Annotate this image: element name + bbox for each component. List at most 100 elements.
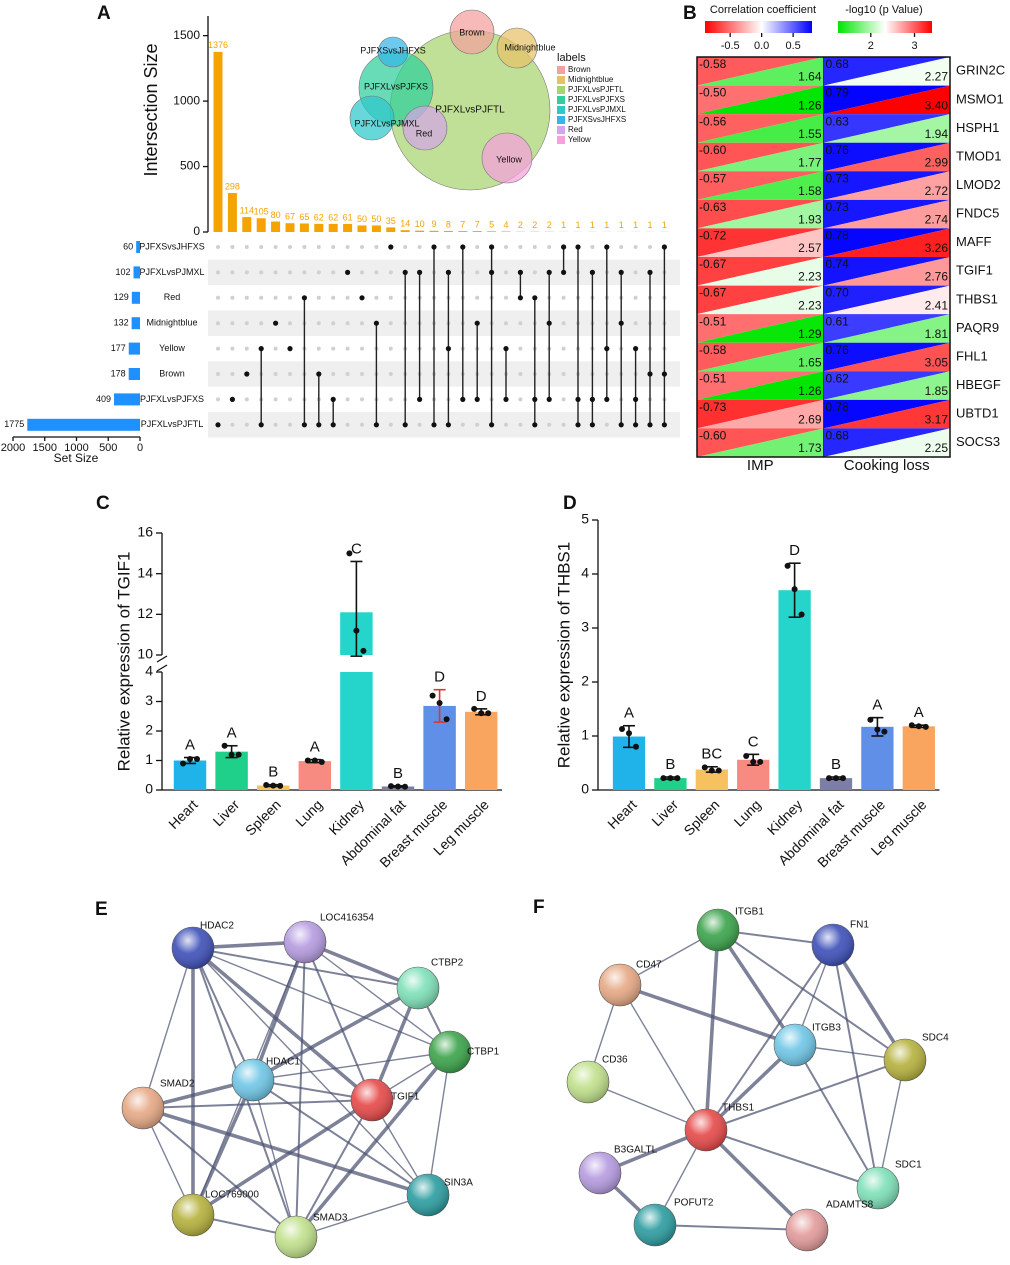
correlation-label: 0.68: [826, 429, 850, 443]
matrix-empty-dot: [561, 397, 566, 402]
matrix-empty-dot: [331, 270, 336, 275]
pvalue-label: 1.26: [798, 98, 822, 112]
bar-value-label: 1: [590, 220, 595, 230]
matrix-dot: [517, 269, 524, 275]
replicate-point: [881, 728, 888, 735]
matrix-empty-dot: [216, 372, 220, 376]
correlation-label: -0.58: [699, 57, 727, 71]
replicate-point: [221, 742, 228, 749]
bar: [256, 218, 266, 232]
matrix-empty-dot: [388, 346, 393, 351]
colorbar: [705, 21, 812, 33]
bar: [400, 230, 410, 232]
matrix-dot: [431, 422, 437, 428]
pvalue-cell: [823, 142, 950, 172]
legend-swatch: [557, 96, 565, 104]
edge: [619, 984, 707, 1131]
matrix-dot: [373, 320, 379, 326]
axis-break-mark: [156, 655, 168, 663]
venn-label: Midnightblue: [504, 42, 555, 52]
matrix-dot: [229, 396, 235, 402]
matrix-empty-dot: [331, 245, 336, 249]
y-tick-label: 3: [145, 692, 153, 708]
matrix-empty-dot: [374, 295, 379, 300]
matrix-dot: [417, 396, 423, 402]
pvalue-label: 2.72: [925, 184, 949, 198]
edge: [717, 929, 906, 1061]
y-tick-label: 2: [145, 722, 153, 738]
row-label: HSPH1: [956, 120, 999, 135]
matrix-empty-dot: [230, 321, 235, 326]
bar: [487, 231, 497, 232]
replicate-point: [304, 757, 311, 764]
matrix-empty-dot: [561, 321, 566, 326]
replicate-point: [318, 758, 325, 765]
matrix-empty-dot: [345, 397, 350, 402]
matrix-empty-dot: [619, 245, 624, 249]
panel-label: A: [97, 3, 111, 24]
correlation-cell: [697, 171, 824, 200]
legend-label: PJFXLvsPJMXL: [568, 105, 626, 114]
matrix-empty-dot: [216, 346, 220, 351]
matrix-dot: [589, 396, 596, 402]
matrix-empty-dot: [388, 321, 393, 326]
correlation-label: 0.78: [826, 229, 850, 243]
node-shine: [397, 967, 439, 1009]
edge: [252, 986, 419, 1082]
set-size-label: 409: [96, 394, 111, 404]
bar-value-label: 8: [446, 219, 451, 229]
bar-value-label: 1: [619, 220, 624, 230]
matrix-dot: [575, 396, 581, 402]
y-tick-label: 5: [581, 511, 589, 527]
matrix-dot: [417, 269, 423, 275]
pvalue-label: 2.25: [925, 441, 949, 455]
bar-value-label: 50: [357, 214, 367, 224]
bar-value-label: 105: [254, 207, 269, 217]
matrix-empty-dot: [288, 422, 292, 427]
bar-value-label: 1: [647, 220, 652, 230]
matrix-dot: [359, 295, 365, 301]
bar: [778, 590, 811, 790]
matrix-dot: [575, 422, 581, 428]
significance-letter: B: [665, 756, 675, 773]
replicate-point: [388, 783, 394, 790]
edge: [716, 928, 797, 1047]
venn-label: PJFXLvsPJMXL: [354, 118, 419, 128]
pvalue-cell: [823, 257, 950, 286]
correlation-cell: [697, 85, 824, 115]
correlation-label: -0.67: [699, 257, 727, 271]
node-label: SIN3A: [444, 1178, 473, 1189]
correlation-cell: [823, 428, 950, 457]
x-tick-label: Heart: [165, 796, 201, 832]
matrix-stripe: [208, 310, 680, 336]
legend-swatch: [557, 116, 565, 124]
set-size-bar: [27, 418, 141, 431]
edge: [705, 1059, 906, 1131]
edge: [295, 1099, 373, 1238]
edge: [192, 947, 451, 1053]
bar-value-label: 2: [547, 220, 552, 230]
edge: [142, 1099, 373, 1109]
pvalue-cell: [823, 314, 950, 343]
legend-title: labels: [557, 52, 586, 64]
row-label: FNDC5: [956, 206, 999, 221]
row-label: SOCS3: [956, 434, 1000, 449]
node-label: SDC4: [922, 1033, 949, 1044]
replicate-point: [263, 781, 270, 788]
y-tick-label: 1000: [173, 93, 200, 107]
panel-label: F: [533, 897, 545, 918]
correlation-label: -0.60: [699, 143, 727, 157]
matrix-empty-dot: [388, 270, 393, 275]
node-label: ITGB3: [812, 1023, 841, 1034]
matrix-empty-dot: [561, 346, 566, 351]
replicate-point: [626, 730, 632, 737]
matrix-dot: [330, 396, 336, 402]
matrix-empty-dot: [504, 321, 508, 326]
set-axis-label: Set Size: [54, 451, 99, 465]
bar-value-label: 62: [328, 212, 338, 222]
set-size-bar: [128, 368, 140, 380]
edge: [294, 1050, 452, 1239]
set-size-label: 129: [114, 292, 129, 302]
pvalue-cell: [823, 85, 950, 115]
